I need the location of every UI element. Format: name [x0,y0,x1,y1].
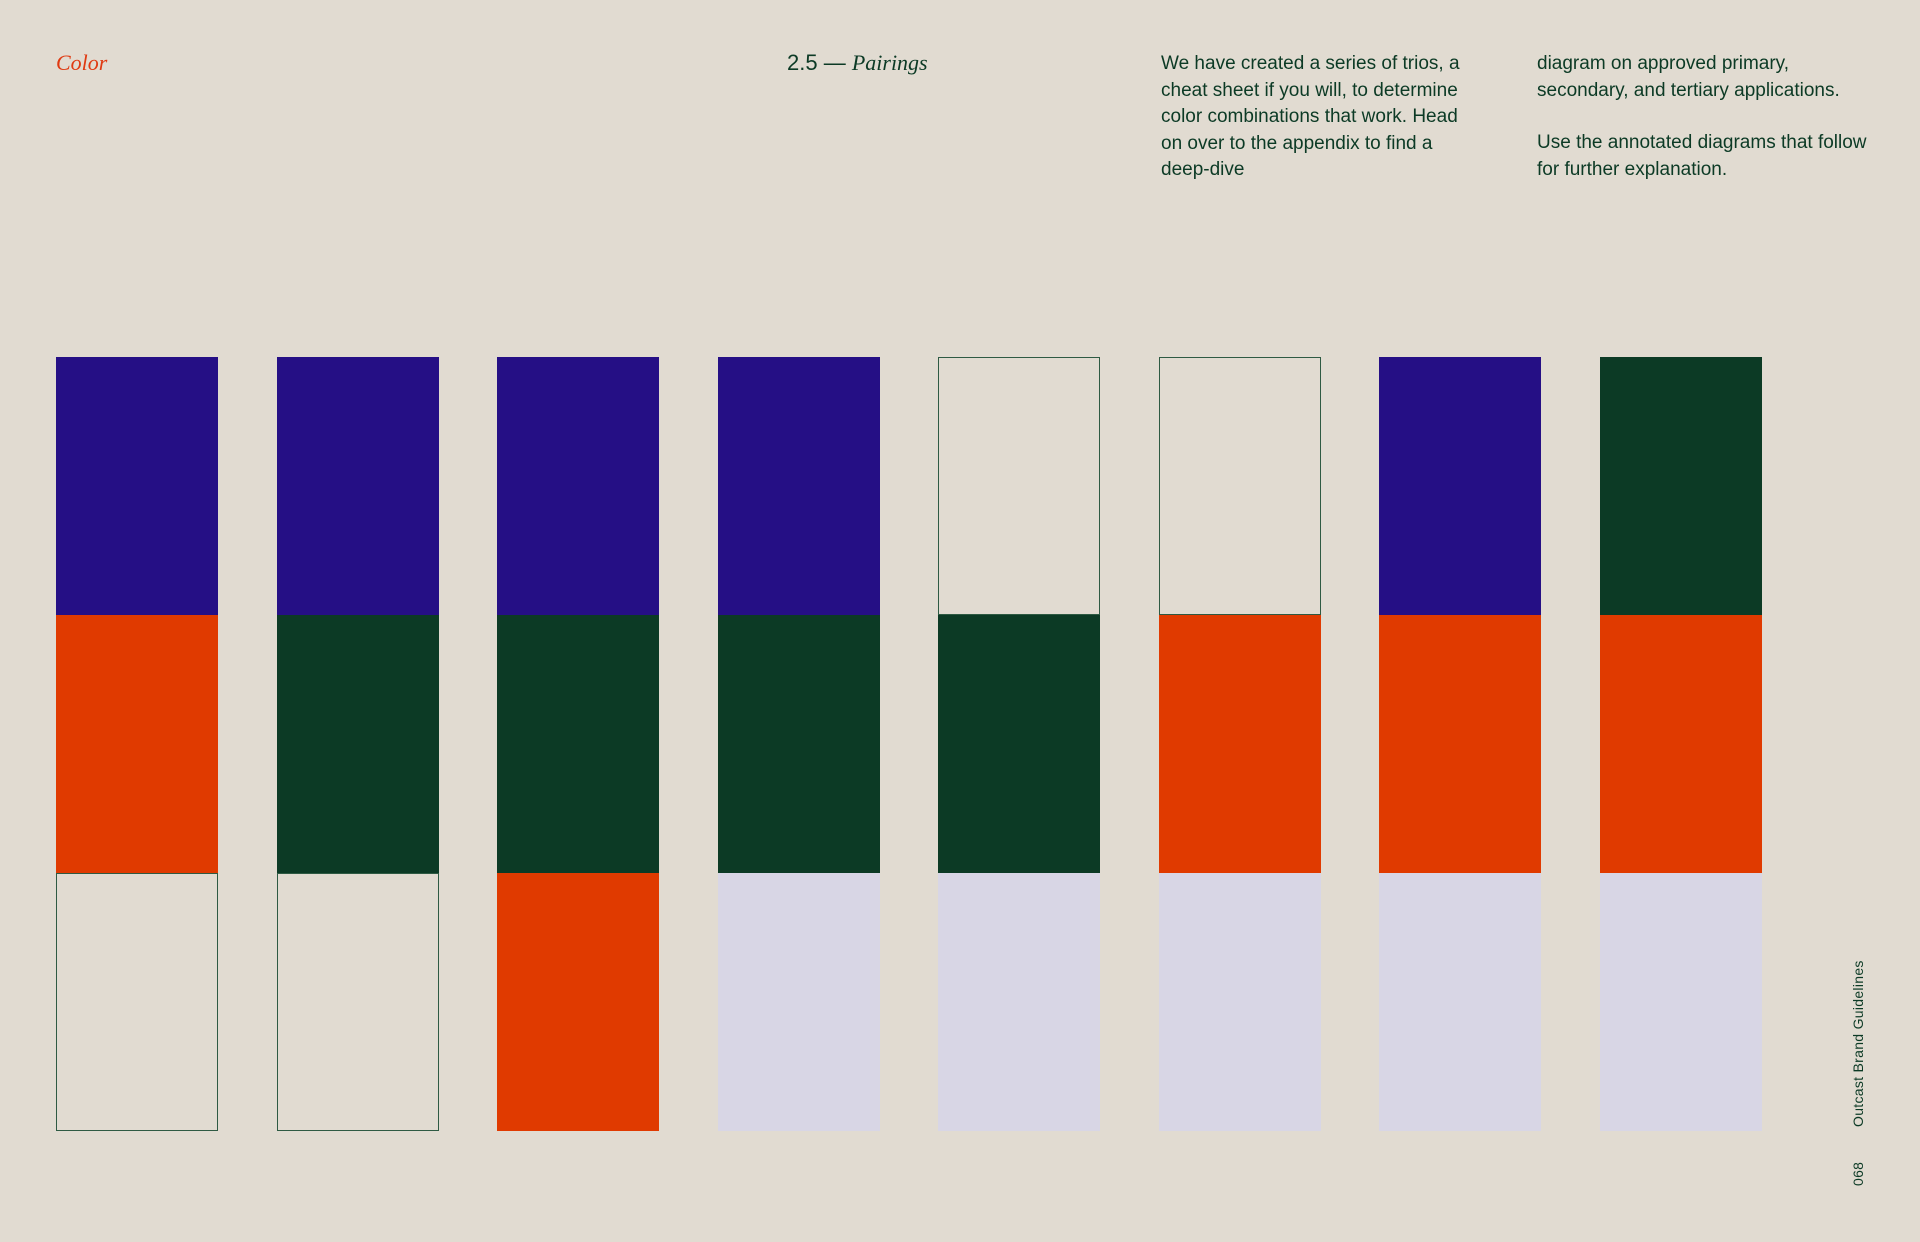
intro-column-1: We have created a series of trios, a che… [1161,51,1471,184]
swatch-lavender [1600,873,1762,1131]
intro-paragraph-2: diagram on approved primary, secondary, … [1537,53,1840,101]
swatch-forest [718,615,880,873]
footer-vertical: 068 Outcast Brand Guidelines [1846,954,1876,1186]
swatch-forest [497,615,659,873]
swatch-orange [497,873,659,1131]
swatch-orange [56,615,218,873]
pairing-column-1 [56,357,218,1131]
pairing-column-6 [1159,357,1321,1131]
section-heading: 2.5 — Pairings [787,50,928,76]
intro-paragraph-3: Use the annotated diagrams that follow f… [1537,132,1867,180]
swatch-forest [938,615,1100,873]
swatch-lavender [1159,873,1321,1131]
intro-column-2: diagram on approved primary, secondary, … [1537,51,1877,183]
swatch-indigo [277,357,439,615]
swatch-lavender [1379,873,1541,1131]
pairing-column-8 [1600,357,1762,1131]
swatch-orange [1379,615,1541,873]
swatch-indigo [497,357,659,615]
pairing-column-4 [718,357,880,1131]
swatch-indigo [718,357,880,615]
swatch-forest [1600,357,1762,615]
swatch-cream [1159,357,1321,615]
section-label: Color [56,50,108,75]
swatch-forest [277,615,439,873]
pairing-column-3 [497,357,659,1131]
color-pairings-grid [56,357,1762,1131]
swatch-lavender [938,873,1100,1131]
swatch-cream [938,357,1100,615]
section-title: Pairings [851,50,928,75]
pairing-column-2 [277,357,439,1131]
swatch-orange [1159,615,1321,873]
page-number: 068 [1850,1161,1866,1186]
swatch-cream [56,873,218,1131]
pairing-column-5 [938,357,1100,1131]
swatch-indigo [56,357,218,615]
swatch-cream [277,873,439,1131]
swatch-lavender [718,873,880,1131]
pairing-column-7 [1379,357,1541,1131]
swatch-indigo [1379,357,1541,615]
swatch-orange [1600,615,1762,873]
document-title: Outcast Brand Guidelines [1850,960,1866,1127]
section-number: 2.5 — [787,50,846,75]
intro-paragraph-1: We have created a series of trios, a che… [1161,53,1460,180]
